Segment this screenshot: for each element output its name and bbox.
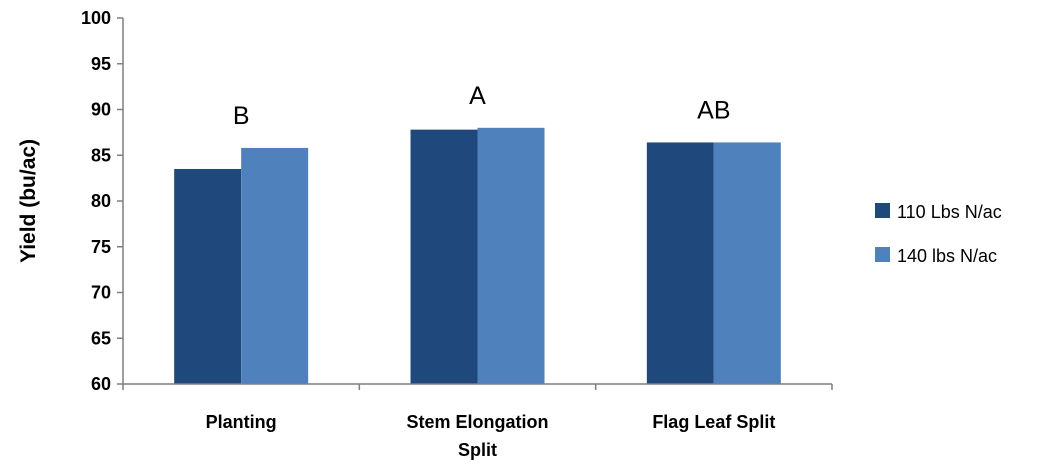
y-axis-label: Yield (bu/ac) xyxy=(17,139,40,263)
legend-swatch xyxy=(875,247,890,262)
y-tick-label: 100 xyxy=(81,8,111,28)
y-tick-label: 70 xyxy=(91,283,111,303)
y-tick-label: 95 xyxy=(91,54,111,74)
legend: 110 Lbs N/ac 140 lbs N/ac xyxy=(875,202,1002,266)
significance-annotations: B A AB xyxy=(233,82,731,130)
legend-label: 110 Lbs N/ac xyxy=(897,202,1002,222)
y-tick-label: 80 xyxy=(91,191,111,211)
y-tick-label: 90 xyxy=(91,100,111,120)
bar-series1-cat2 xyxy=(410,129,478,384)
bar-series2-cat2 xyxy=(477,127,545,385)
significance-letter: AB xyxy=(697,96,730,124)
x-category-label: Split xyxy=(458,440,497,460)
x-category-label: Flag Leaf Split xyxy=(652,412,775,432)
legend-swatch xyxy=(875,203,890,218)
bar-series2-cat1 xyxy=(241,147,309,384)
bar-series1-cat3 xyxy=(646,142,714,384)
bar-series1-cat1 xyxy=(174,168,242,384)
y-tick-label: 85 xyxy=(91,145,111,165)
bars-layer xyxy=(174,127,781,385)
y-tick-label: 60 xyxy=(91,374,111,394)
significance-letter: B xyxy=(233,102,250,130)
y-tick-labels: 60 65 70 75 80 85 90 95 100 xyxy=(81,8,111,394)
legend-label: 140 lbs N/ac xyxy=(897,246,997,266)
x-category-label: Planting xyxy=(206,412,277,432)
axes-layer xyxy=(117,17,833,390)
significance-letter: A xyxy=(469,82,486,110)
y-tick-label: 65 xyxy=(91,328,111,348)
x-category-labels: Planting Stem Elongation Split Flag Leaf Sp… xyxy=(206,412,776,460)
x-category-label: Stem Elongation xyxy=(406,412,548,432)
y-tick-label: 75 xyxy=(91,237,111,257)
bar-series2-cat3 xyxy=(713,142,781,384)
